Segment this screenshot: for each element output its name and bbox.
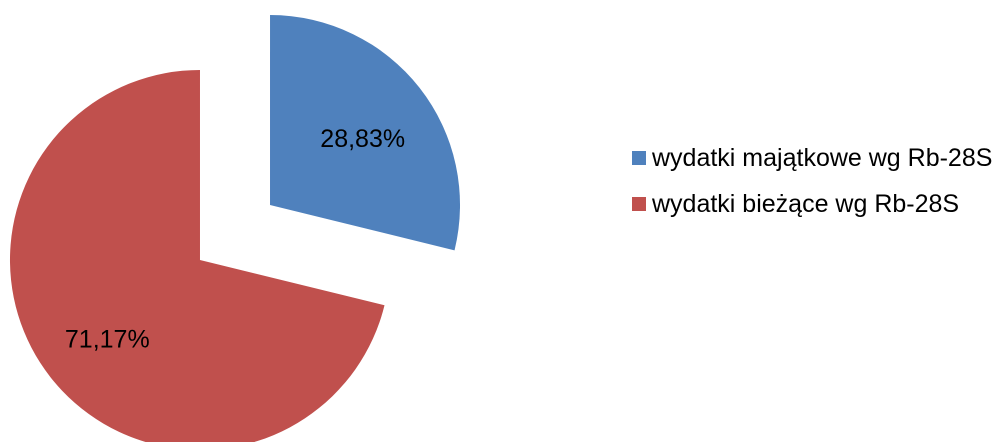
data-label: 28,83%: [320, 125, 405, 153]
pie-slice: [270, 15, 461, 251]
pie-slice: [9, 69, 385, 442]
legend-item: wydatki majątkowe wg Rb-28S: [632, 140, 1002, 176]
pie-area: 28,83% 71,17%: [9, 15, 461, 442]
legend-label: wydatki majątkowe wg Rb-28S: [652, 144, 993, 172]
legend-item: wydatki bieżące wg Rb-28S: [632, 186, 1002, 222]
data-label: 71,17%: [65, 325, 150, 353]
legend-swatch: [632, 197, 646, 211]
legend: wydatki majątkowe wg Rb-28S wydatki bieżą…: [632, 140, 1002, 232]
legend-swatch: [632, 151, 646, 165]
legend-label: wydatki bieżące wg Rb-28S: [652, 190, 960, 218]
